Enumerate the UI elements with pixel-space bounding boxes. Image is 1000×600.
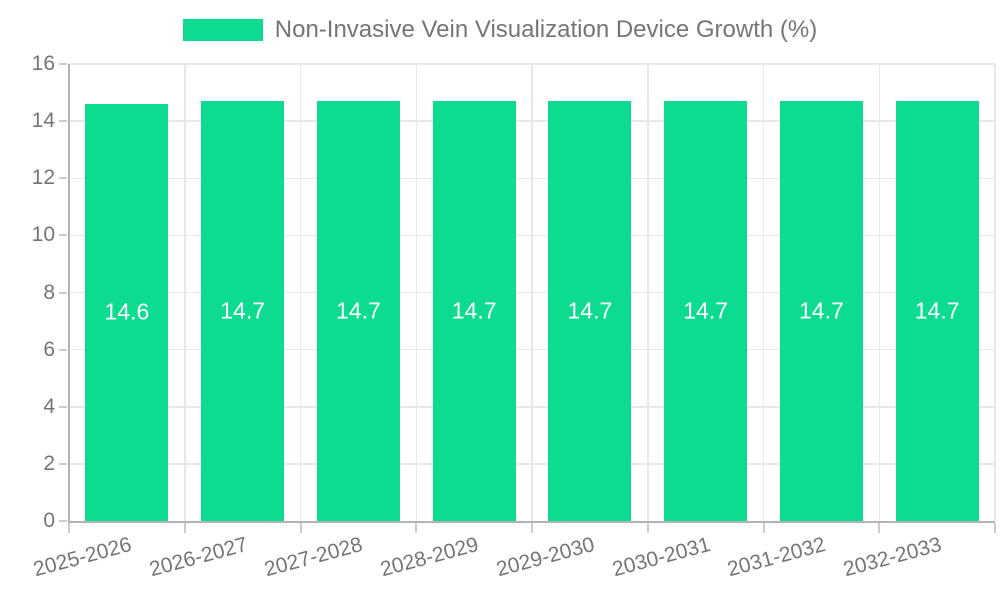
bar <box>85 103 169 521</box>
bar-value-label: 14.7 <box>335 297 381 324</box>
bar <box>316 101 400 521</box>
x-axis-line <box>69 521 995 523</box>
v-gridline <box>531 64 533 521</box>
y-tick-mark <box>59 177 67 180</box>
v-gridline <box>762 64 765 521</box>
x-axis-tick-label: 2027-2028 <box>262 533 366 582</box>
v-gridline <box>647 64 649 521</box>
x-tick-mark <box>531 523 533 533</box>
legend-item[interactable]: Non-Invasive Vein Visualization Device G… <box>182 16 818 44</box>
x-tick-mark <box>762 523 765 533</box>
bar <box>895 101 979 521</box>
bar-value-label: 14.7 <box>220 297 266 324</box>
x-axis-tick-label: 2030-2031 <box>609 533 713 582</box>
x-tick-mark <box>183 523 186 533</box>
legend: Non-Invasive Vein Visualization Device G… <box>0 16 1000 44</box>
v-gridline <box>878 64 880 521</box>
bar <box>432 101 516 521</box>
x-axis-tick-label: 2031-2032 <box>725 533 829 582</box>
x-tick-mark <box>994 523 996 533</box>
y-axis-tick-label: 16 <box>31 52 55 75</box>
x-tick-mark <box>68 523 70 533</box>
y-axis-tick-label: 8 <box>43 280 55 304</box>
bar <box>201 101 285 521</box>
y-tick-mark <box>59 63 67 65</box>
y-axis-tick-label: 6 <box>43 337 55 361</box>
bar-value-label: 14.6 <box>104 298 150 325</box>
y-tick-mark <box>59 405 67 408</box>
y-axis-tick-label: 0 <box>43 509 55 532</box>
y-axis-tick-label: 2 <box>43 451 55 475</box>
y-axis-tick-label: 12 <box>31 166 55 190</box>
y-axis-line <box>68 64 70 523</box>
y-axis-tick-label: 4 <box>43 394 55 418</box>
x-axis-tick-label: 2032-2033 <box>841 533 945 582</box>
y-axis-tick-label: 10 <box>31 223 55 247</box>
bar-value-label: 14.7 <box>451 297 497 324</box>
bar <box>548 101 632 521</box>
x-tick-mark <box>646 523 649 533</box>
v-gridline <box>415 64 417 521</box>
x-axis-tick-label: 2028-2029 <box>378 533 482 582</box>
legend-label: Non-Invasive Vein Visualization Device G… <box>274 16 818 43</box>
v-gridline <box>184 64 186 521</box>
y-tick-mark <box>59 234 67 237</box>
x-axis-tick-label: 2025-2026 <box>30 533 134 582</box>
bar-value-label: 14.7 <box>798 297 844 324</box>
x-tick-mark <box>878 523 881 533</box>
v-gridline <box>994 64 996 521</box>
y-tick-mark <box>59 291 67 294</box>
bar-value-label: 14.7 <box>683 297 729 324</box>
v-gridline <box>299 64 302 521</box>
y-tick-mark <box>59 462 67 465</box>
y-tick-mark <box>59 520 67 522</box>
x-axis-tick-label: 2029-2030 <box>493 533 597 582</box>
bar <box>664 101 748 521</box>
y-tick-mark <box>59 120 67 123</box>
x-tick-mark <box>415 523 418 533</box>
legend-swatch <box>182 19 263 41</box>
bar <box>779 101 863 521</box>
bar-value-label: 14.7 <box>567 297 613 324</box>
y-axis-tick-label: 14 <box>31 109 55 133</box>
y-tick-mark <box>59 348 67 351</box>
bar-value-label: 14.7 <box>914 297 960 324</box>
x-tick-mark <box>299 523 302 533</box>
x-axis-tick-label: 2026-2027 <box>146 533 250 582</box>
